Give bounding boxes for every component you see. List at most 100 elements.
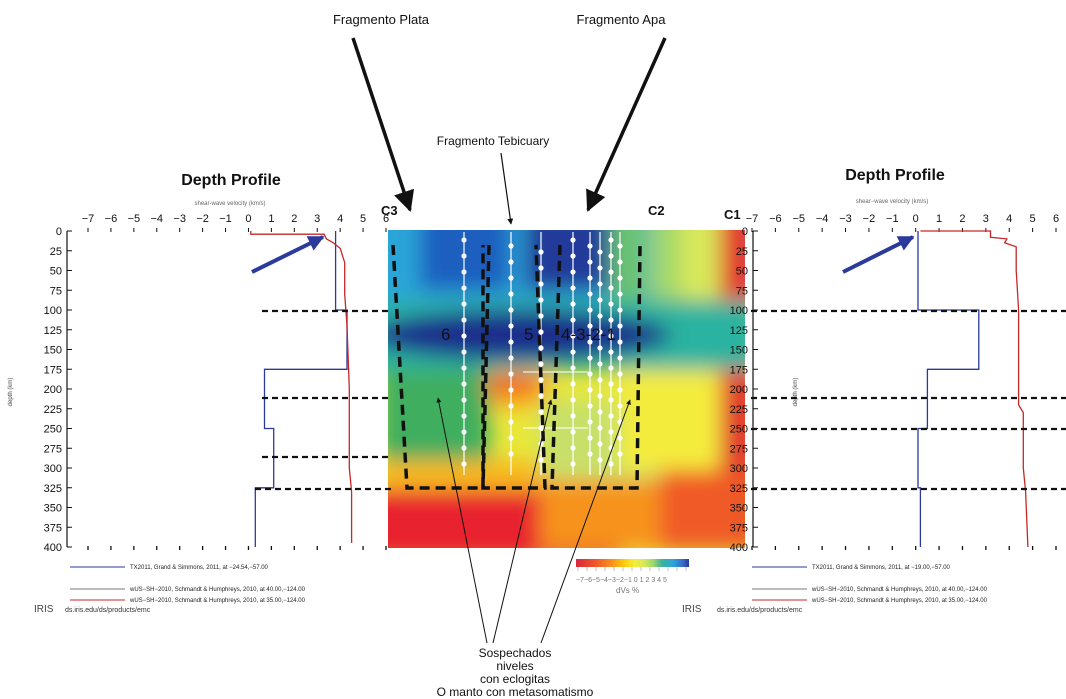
profile-dot	[508, 307, 514, 313]
right-blue-arrow	[842, 235, 915, 274]
left-x-tick-label: 3	[314, 213, 320, 225]
profile-dot	[597, 441, 603, 447]
profile-dot	[587, 339, 593, 345]
left-y-tick-label: 225	[44, 404, 62, 416]
profile-dot	[587, 355, 593, 361]
profile-dot	[570, 301, 576, 307]
profile-dot	[538, 249, 544, 255]
profile-dot	[587, 275, 593, 281]
profile-dot	[617, 291, 623, 297]
profile-dot	[597, 329, 603, 335]
profile-dot	[597, 425, 603, 431]
profile-dot	[508, 403, 514, 409]
profile-dot	[461, 349, 467, 355]
profile-dot	[461, 365, 467, 371]
right-x-tick-label: 2	[959, 213, 965, 225]
left-y-tick-label: 200	[44, 384, 62, 396]
right-x-tick-label: −7	[746, 213, 759, 225]
left-x-tick-label: 4	[337, 213, 343, 225]
right-x-tick-label: 0	[913, 213, 919, 225]
profile-dot	[587, 259, 593, 265]
profile-dot	[608, 269, 614, 275]
profile-dot	[570, 461, 576, 467]
left-y-tick-label: 375	[44, 522, 62, 534]
profile-dot	[617, 275, 623, 281]
profile-dot	[617, 403, 623, 409]
profile-dot	[617, 435, 623, 441]
profile-dot	[608, 349, 614, 355]
right-x-tick-label: 3	[983, 213, 989, 225]
profile-dot	[617, 339, 623, 345]
right-legend-text: TX2011, Grand & Simmons, 2011, at −19.00…	[812, 565, 951, 571]
left-y-tick-label: 275	[44, 443, 62, 455]
profile-dot	[608, 237, 614, 243]
profile-dot	[597, 281, 603, 287]
annotation-line-3: con eclogitas	[480, 672, 550, 686]
left-url: ds.iris.edu/ds/products/emc	[65, 607, 151, 614]
right-legend-text: wUS−SH−2010, Schmandt & Humphreys, 2010,…	[811, 587, 988, 593]
profile-dot	[538, 281, 544, 287]
profile-dot	[608, 365, 614, 371]
profile-dot	[538, 377, 544, 383]
colorbar-ticks-marks	[577, 567, 687, 571]
right-x-tick-label: 5	[1030, 213, 1036, 225]
left-y-tick-label: 50	[50, 266, 62, 278]
profile-dot	[608, 333, 614, 339]
right-y-tick-label: 350	[730, 503, 748, 515]
profile-dot	[587, 403, 593, 409]
profile-dot	[461, 333, 467, 339]
profile-dot	[608, 285, 614, 291]
profile-dot	[597, 361, 603, 367]
profile-dot	[570, 237, 576, 243]
right-y-tick-label: 150	[730, 345, 748, 357]
profile-dot	[538, 361, 544, 367]
left-y-tick-label: 150	[44, 345, 62, 357]
right-y-tick-label: 400	[730, 542, 748, 554]
profile-dot	[608, 429, 614, 435]
profile-dot	[461, 285, 467, 291]
suspected-eclogite-arrows	[436, 397, 631, 644]
profile-dot	[461, 253, 467, 259]
arrow-tebicuary	[500, 152, 514, 225]
left-x-tick-label: −7	[82, 213, 95, 225]
profile-dot	[508, 387, 514, 393]
right-x-axis-label: shear−wave velocity (km/s)	[856, 199, 929, 205]
profile-dot	[597, 345, 603, 351]
profile-dot	[597, 457, 603, 463]
left-x-tick-label: 1	[268, 213, 274, 225]
left-y-tick-label: 325	[44, 483, 62, 495]
profile-dot	[608, 413, 614, 419]
arrow-plata	[351, 37, 415, 212]
left-y-tick-label: 0	[56, 226, 62, 238]
profile-dot	[538, 457, 544, 463]
right-x-tick-label: −2	[863, 213, 876, 225]
profile-dot	[587, 323, 593, 329]
left-legend-text: TX2011, Grand & Simmons, 2011, at −24.54…	[130, 565, 269, 571]
fragment-number-6: 6	[441, 325, 450, 344]
right-y-tick-label: 200	[730, 384, 748, 396]
profile-dot	[570, 253, 576, 259]
profile-dot	[617, 355, 623, 361]
right-y-tick-label: 50	[736, 266, 748, 278]
left-legend-text: wUS−SH−2010, Schmandt & Humphreys, 2010,…	[129, 587, 306, 593]
profile-dot	[508, 243, 514, 249]
profile-dot	[617, 451, 623, 457]
right-y-tick-label: 100	[730, 305, 748, 317]
profile-dot	[570, 365, 576, 371]
right-x-tick-label: 4	[1006, 213, 1012, 225]
colorbar-ticks: −7−6−5−4−3−2−1 0 1 2 3 4 5	[576, 577, 667, 584]
profile-dot	[617, 259, 623, 265]
right-series-1-line	[920, 230, 1029, 548]
right-y-axis-label: depth (km)	[793, 378, 799, 407]
profile-dot	[508, 339, 514, 345]
left-x-tick-label: 2	[291, 213, 297, 225]
right-panel-title: Depth Profile	[845, 167, 945, 184]
marker-c3: C3	[381, 203, 398, 218]
left-y-tick-label: 300	[44, 463, 62, 475]
fragment-number-5: 5	[524, 325, 533, 344]
right-y-tick-label: 125	[730, 325, 748, 337]
right-y-tick-label: 25	[736, 246, 748, 258]
fragment-boxes	[391, 244, 642, 490]
profile-dot	[570, 285, 576, 291]
